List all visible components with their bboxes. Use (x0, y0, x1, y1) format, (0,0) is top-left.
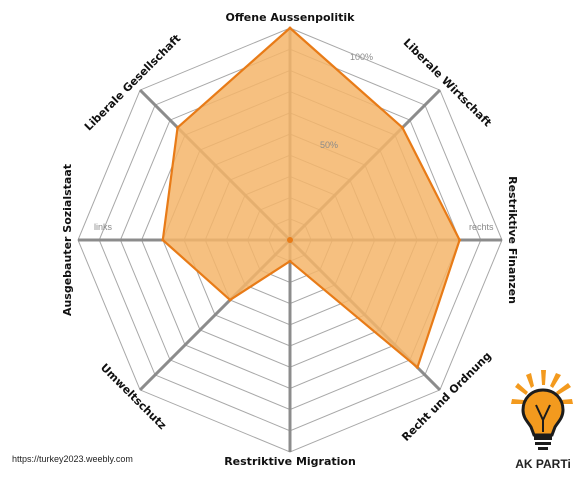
scale-label-50: 50% (320, 140, 338, 150)
data-point-2 (458, 238, 462, 242)
source-url: https://turkey2023.weebly.com (12, 454, 133, 464)
data-point-0 (288, 26, 292, 30)
axis-label-6: Ausgebauter Sozialstaat (61, 164, 74, 316)
axis-label-4: Restriktive Migration (224, 455, 356, 468)
lightbulb-icon (511, 370, 573, 450)
radar-scale-labels: 100% 50% links rechts (94, 52, 494, 232)
axis-label-0: Offene Aussenpolitik (226, 11, 356, 24)
side-label-right: rechts (469, 222, 494, 232)
side-label-left: links (94, 222, 113, 232)
data-point-3 (415, 365, 419, 369)
scale-label-100: 100% (350, 52, 373, 62)
data-point-1 (400, 126, 404, 130)
data-point-6 (161, 238, 165, 242)
data-point-4 (288, 259, 292, 263)
ak-parti-logo: AK PARTi (511, 370, 573, 471)
radar-series (161, 26, 462, 369)
axis-label-2: Restriktive Finanzen (506, 176, 519, 304)
data-point-5 (228, 298, 232, 302)
center-point (287, 237, 293, 243)
data-point-7 (176, 126, 180, 130)
logo-text: AK PARTi (515, 457, 571, 471)
